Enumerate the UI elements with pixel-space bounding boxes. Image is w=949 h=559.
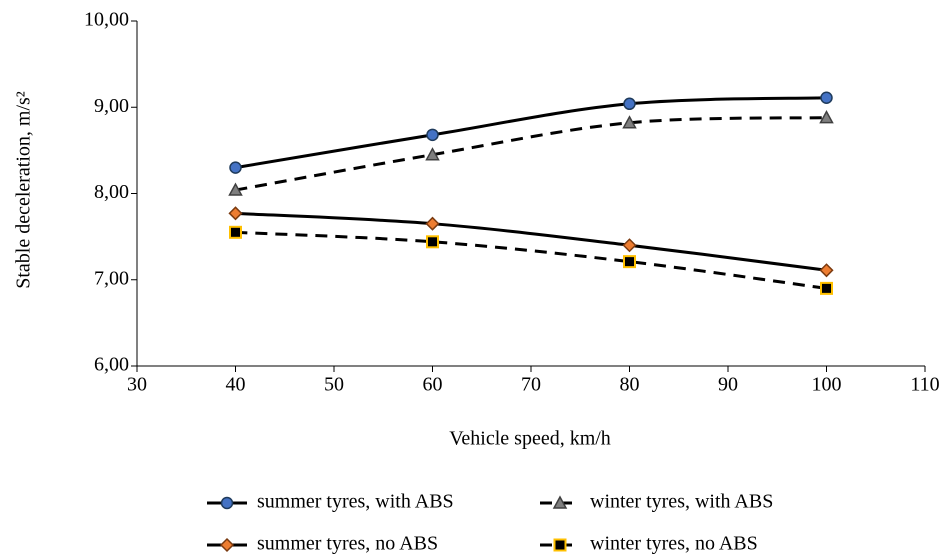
marker xyxy=(622,238,637,253)
marker xyxy=(820,91,833,105)
marker xyxy=(425,147,440,161)
marker xyxy=(553,538,567,552)
x-tick-label: 110 xyxy=(910,374,939,396)
series-line xyxy=(235,96,827,170)
marker xyxy=(228,182,243,196)
marker xyxy=(623,97,636,111)
legend-label: summer tyres, with ABS xyxy=(257,491,454,513)
series-line xyxy=(235,211,827,272)
marker xyxy=(219,537,235,553)
marker xyxy=(228,206,243,221)
x-tick-label: 50 xyxy=(324,374,344,396)
legend-label: summer tyres, no ABS xyxy=(257,533,438,555)
x-tick-label: 90 xyxy=(718,374,738,396)
marker xyxy=(819,110,834,124)
x-axis-label: Vehicle speed, km/h xyxy=(449,428,611,450)
marker xyxy=(426,235,439,249)
x-tick-label: 30 xyxy=(127,374,147,396)
marker xyxy=(425,216,440,231)
marker xyxy=(820,281,833,295)
series-line xyxy=(235,230,827,290)
x-tick-label: 70 xyxy=(521,374,541,396)
y-tick-label: 6,00 xyxy=(94,354,129,376)
marker xyxy=(220,496,234,510)
y-tick-label: 10,00 xyxy=(84,9,129,31)
y-tick-label: 7,00 xyxy=(94,267,129,289)
series-line xyxy=(235,116,827,192)
y-tick-label: 9,00 xyxy=(94,95,129,117)
x-tick-label: 60 xyxy=(423,374,443,396)
marker xyxy=(819,263,834,278)
marker xyxy=(229,225,242,239)
marker xyxy=(229,161,242,174)
marker xyxy=(623,255,636,269)
y-tick-label: 8,00 xyxy=(94,181,129,203)
y-axis-label: Stable deceleration, m/s² xyxy=(13,91,35,289)
legend-label: winter tyres, with ABS xyxy=(590,491,773,513)
marker xyxy=(622,115,637,129)
marker xyxy=(552,495,568,509)
legend-label: winter tyres, no ABS xyxy=(590,533,758,555)
x-tick-label: 100 xyxy=(812,374,842,396)
marker xyxy=(426,128,439,142)
x-tick-label: 40 xyxy=(226,374,246,396)
x-tick-label: 80 xyxy=(620,374,640,396)
